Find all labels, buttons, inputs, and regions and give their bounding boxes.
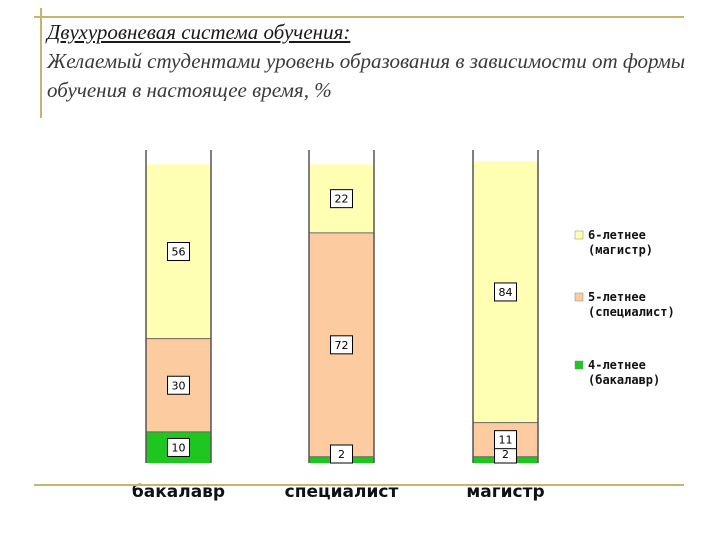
data-label-box: [494, 430, 517, 450]
data-label-2-1: 11: [499, 434, 513, 447]
legend-swatch-1: [574, 292, 584, 302]
legend-label-1-line2: (специалист): [588, 305, 675, 319]
data-label-box: [167, 242, 190, 262]
legend-label-1: 5-летнее: [588, 290, 646, 304]
chart-subtitle: Желаемый студентами уровень образования …: [47, 49, 686, 102]
data-label-box: [330, 189, 353, 209]
title-block: Двухуровневая система обучения: Желаемый…: [47, 18, 687, 105]
legend-label-2-line2: (магистр): [588, 243, 653, 257]
data-label-box: [167, 375, 190, 395]
legend-label-0: 4-летнее: [588, 358, 646, 372]
category-label-1: специалист: [285, 482, 399, 502]
data-label-box: [330, 335, 353, 355]
data-label-2-2: 84: [499, 286, 513, 299]
chart-title: Двухуровневая система обучения:: [47, 20, 351, 44]
data-label-box: [494, 282, 517, 302]
data-label-1-1: 72: [335, 339, 349, 352]
legend-label-0-line2: (бакалавр): [588, 373, 660, 387]
data-label-0-2: 56: [172, 246, 186, 259]
data-label-box: [167, 437, 190, 457]
category-label-2: магистр: [466, 482, 544, 502]
legend-label-2: 6-летнее: [588, 228, 646, 242]
data-label-0-0: 10: [172, 441, 186, 454]
legend-swatch-0: [574, 360, 584, 370]
category-label-0: бакалавр: [132, 482, 225, 502]
title-accent-top-line: [34, 16, 684, 18]
data-label-0-1: 30: [172, 379, 186, 392]
data-label-1-2: 22: [335, 193, 349, 206]
data-label-1-0: 2: [338, 448, 345, 461]
bottom-baseline-line: [34, 484, 684, 486]
data-label-box: [330, 444, 353, 464]
data-label-2-0: 2: [502, 448, 509, 461]
title-accent-vertical-line: [40, 8, 42, 118]
legend-swatch-2: [574, 230, 584, 240]
